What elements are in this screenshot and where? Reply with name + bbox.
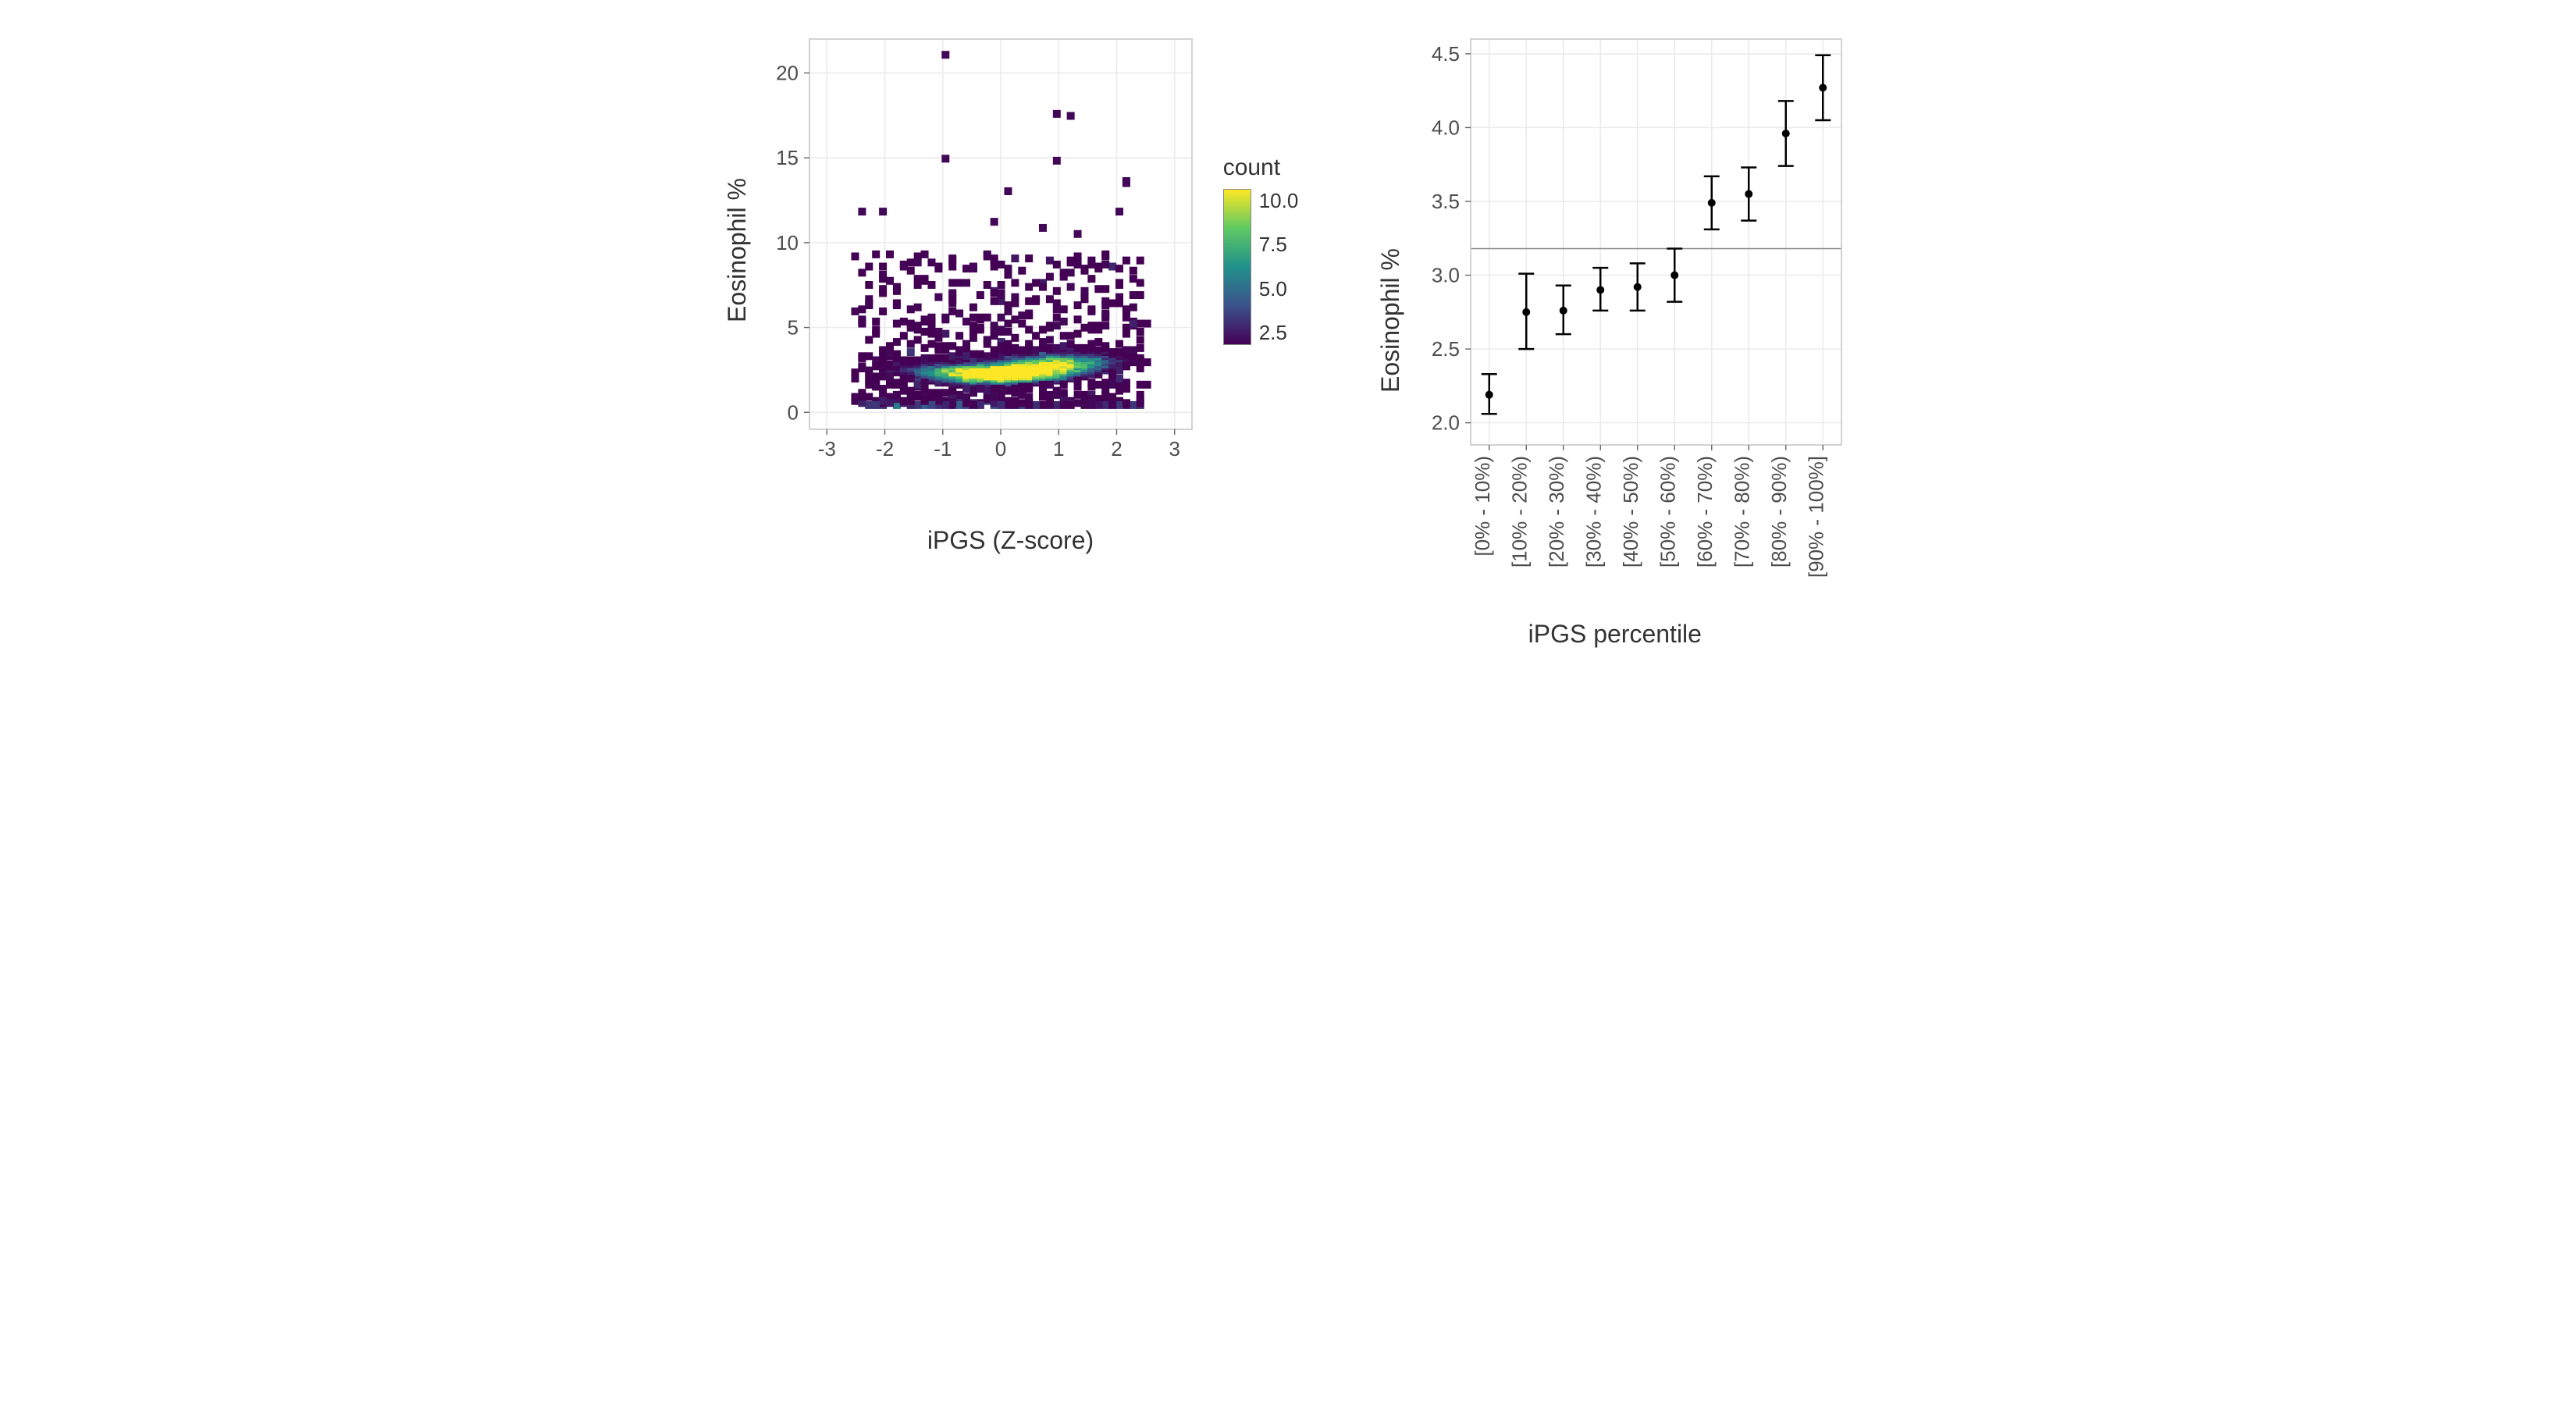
left-xlabel: iPGS (Z-score) [927, 526, 1094, 555]
figure-container: Eosinophil % -3 -2 -1 0 1 2 3 0 5 10 15 20 count 10… [31, 31, 2545, 649]
legend-tick: 5.0 [1259, 277, 1299, 301]
svg-text:-1: -1 [934, 437, 952, 461]
category-label: [10% - 20%) [1508, 456, 1532, 567]
right-ylabel: Eosinophil % [1376, 248, 1405, 393]
category-label: [50% - 60%) [1656, 456, 1680, 567]
svg-text:3: 3 [1169, 437, 1179, 461]
left-ylabel: Eosinophil % [723, 178, 752, 322]
right-xlabel: iPGS percentile [1528, 620, 1702, 649]
left-panel: Eosinophil % -3 -2 -1 0 1 2 3 0 5 10 15 20 count 10… [723, 31, 1299, 555]
svg-text:1: 1 [1053, 437, 1064, 461]
svg-text:2.5: 2.5 [1432, 337, 1460, 361]
svg-text:3.5: 3.5 [1432, 190, 1460, 213]
legend-tick: 2.5 [1259, 321, 1299, 345]
legend-tick: 7.5 [1259, 233, 1299, 257]
svg-text:0: 0 [787, 400, 798, 424]
svg-text:4.5: 4.5 [1432, 42, 1460, 66]
svg-text:3.0: 3.0 [1432, 264, 1460, 287]
category-label: [90% - 100%] [1805, 456, 1828, 578]
category-label: [60% - 70%) [1693, 456, 1717, 567]
category-label: [30% - 40%) [1582, 456, 1606, 567]
svg-text:0: 0 [994, 437, 1005, 461]
color-legend: count 10.0 7.5 5.0 2.5 [1223, 155, 1299, 345]
colorbar [1223, 189, 1251, 345]
category-label: [0% - 10%) [1471, 456, 1494, 557]
svg-text:4.0: 4.0 [1432, 116, 1460, 139]
svg-text:10: 10 [776, 231, 799, 254]
svg-text:-3: -3 [817, 437, 835, 461]
left-chart-row: Eosinophil % -3 -2 -1 0 1 2 3 0 5 10 15 20 count 10… [723, 31, 1299, 468]
legend-title: count [1223, 155, 1280, 181]
category-label: [70% - 80%) [1731, 456, 1754, 567]
legend-body: 10.0 7.5 5.0 2.5 [1223, 189, 1299, 345]
svg-text:5: 5 [787, 316, 798, 340]
right-panel: Eosinophil % 2.0 2.5 3.0 3.5 4.0 4.5 [0% - 10%… [1376, 31, 1853, 649]
category-label: [40% - 50%) [1619, 456, 1642, 567]
svg-text:2.0: 2.0 [1432, 411, 1460, 435]
svg-text:15: 15 [776, 146, 799, 169]
errorbar-plot: 2.0 2.5 3.0 3.5 4.0 4.5 [0% - 10%) [10% - 20%) [… [1416, 31, 1853, 609]
category-label: [80% - 90%) [1767, 456, 1791, 567]
svg-text:20: 20 [776, 61, 799, 84]
svg-text:-2: -2 [876, 437, 894, 461]
legend-ticks: 10.0 7.5 5.0 2.5 [1259, 189, 1299, 345]
hexbin-plot: -3 -2 -1 0 1 2 3 0 5 10 15 20 [763, 31, 1200, 468]
legend-tick: 10.0 [1259, 189, 1299, 213]
svg-text:2: 2 [1111, 437, 1122, 461]
right-chart-row: Eosinophil % 2.0 2.5 3.0 3.5 4.0 4.5 [0% - 10%… [1376, 31, 1853, 609]
category-label: [20% - 30%) [1545, 456, 1568, 567]
